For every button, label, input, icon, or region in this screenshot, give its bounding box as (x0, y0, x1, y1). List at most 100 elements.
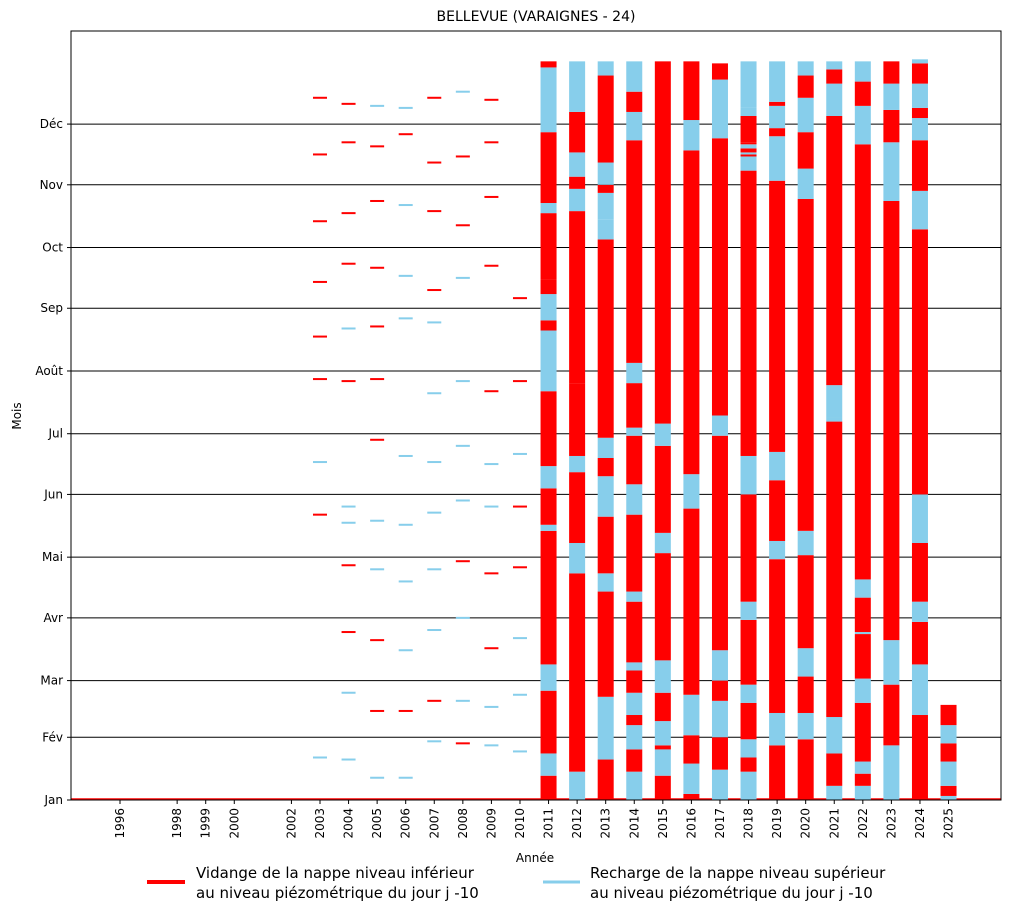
bar-segment-recharge (654, 532, 671, 554)
day-mark-vidange (370, 639, 385, 642)
day-mark-recharge (484, 505, 499, 508)
y-tick-label: Août (35, 364, 63, 378)
bar-segment-recharge (597, 162, 614, 185)
bar-segment-vidange (826, 69, 843, 84)
bar-segment-recharge (597, 61, 614, 76)
day-mark-vidange (370, 145, 385, 148)
bar-segment-recharge (940, 761, 957, 786)
day-mark-recharge (484, 463, 499, 466)
bar-segment-vidange (569, 111, 586, 153)
day-mark-recharge (370, 104, 385, 107)
day-mark-recharge (455, 90, 470, 93)
chart-title: BELLEVUE (VARAIGNES - 24) (437, 9, 636, 25)
bar-segment-vidange (911, 715, 928, 800)
x-tick-label: 2002 (284, 808, 298, 839)
bar-segment-vidange (711, 138, 728, 416)
bar-segment-recharge (769, 136, 786, 181)
bar-segment-vidange (740, 170, 757, 456)
bar-segment-vidange (740, 154, 757, 157)
bar-segment-recharge (626, 692, 643, 716)
bar-segment-vidange (626, 749, 643, 772)
plot-frame (70, 30, 1002, 801)
day-mark-vidange (427, 699, 442, 702)
bar-segment-recharge (769, 712, 786, 746)
x-axis-label: Année (516, 851, 554, 865)
bar-segment-vidange (769, 559, 786, 713)
x-tick-label: 2014 (627, 808, 641, 839)
y-tick-label: Oct (42, 241, 63, 255)
day-mark-recharge (512, 452, 527, 455)
day-mark-recharge (512, 750, 527, 753)
day-mark-vidange (370, 378, 385, 381)
bar-segment-vidange (654, 775, 671, 800)
day-mark-vidange (484, 264, 499, 267)
bar-segment-vidange (654, 61, 671, 424)
day-mark-vidange (484, 195, 499, 198)
bar-segment-vidange (540, 320, 557, 331)
bar-segment-recharge (883, 640, 900, 685)
bar-segment-vidange (797, 739, 814, 800)
bar-segment-vidange (740, 757, 757, 772)
bar-segment-vidange (540, 132, 557, 204)
bar-segment-vidange (569, 211, 586, 384)
day-mark-vidange (370, 325, 385, 328)
bar-segment-recharge (540, 294, 557, 321)
bar-segment-vidange (626, 670, 643, 693)
bar-segment-recharge (626, 427, 643, 436)
day-mark-recharge (427, 568, 442, 571)
day-mark-vidange (427, 210, 442, 213)
day-mark-recharge (370, 519, 385, 522)
bar-segment-vidange (711, 680, 728, 701)
day-mark-recharge (455, 616, 470, 619)
bar-segment-recharge (740, 156, 757, 171)
bar-segment-recharge (740, 739, 757, 758)
bar-segment-recharge (769, 61, 786, 102)
legend-recharge-line2: au niveau piézométrique du jour j -10 (590, 884, 873, 902)
bar-segment-recharge (911, 59, 928, 64)
bar-segment-vidange (683, 793, 700, 800)
bar-segment-recharge (711, 769, 728, 800)
bar-segment-recharge (626, 111, 643, 141)
bar-segment-vidange (597, 239, 614, 438)
bar-segment-recharge (797, 168, 814, 199)
day-mark-recharge (455, 499, 470, 502)
y-axis-label: Mois (10, 402, 24, 429)
bar-segment-vidange (540, 530, 557, 665)
bar-segment-recharge (854, 785, 871, 800)
bar-segment-vidange (740, 702, 757, 740)
day-mark-vidange (512, 380, 527, 383)
bar-segment-vidange (540, 775, 557, 800)
bar-segment-vidange (911, 229, 928, 495)
y-tick-label: Jun (43, 487, 63, 501)
day-mark-vidange (341, 380, 356, 383)
bar-segment-recharge (826, 717, 843, 754)
day-mark-vidange (370, 266, 385, 269)
bar-segment-recharge (940, 795, 957, 800)
bar-segment-recharge (597, 437, 614, 458)
bar-segment-recharge (626, 771, 643, 800)
bar-segment-recharge (911, 664, 928, 716)
bar-segment-vidange (540, 213, 557, 280)
y-tick-label: Mai (42, 550, 63, 564)
day-mark-recharge (427, 392, 442, 395)
bar-segment-vidange (740, 494, 757, 602)
y-tick-label: Jan (44, 793, 64, 807)
bar-segment-recharge (797, 61, 814, 76)
bar-segment-vidange (854, 773, 871, 786)
day-mark-vidange (484, 98, 499, 101)
bar-segment-vidange (711, 737, 728, 770)
bar-segment-vidange (740, 115, 757, 143)
bar-segment-vidange (540, 279, 557, 295)
bar-segment-recharge (569, 152, 586, 177)
day-mark-recharge (312, 756, 327, 759)
day-mark-vidange (312, 220, 327, 223)
day-mark-recharge (370, 776, 385, 779)
bar-segment-vidange (654, 692, 671, 722)
bar-segment-recharge (654, 423, 671, 446)
x-tick-label: 1999 (199, 808, 213, 839)
day-mark-vidange (512, 297, 527, 300)
day-mark-recharge (427, 461, 442, 464)
day-mark-vidange (370, 199, 385, 202)
bar-segment-vidange (626, 715, 643, 726)
x-tick-label: 1998 (170, 808, 184, 839)
